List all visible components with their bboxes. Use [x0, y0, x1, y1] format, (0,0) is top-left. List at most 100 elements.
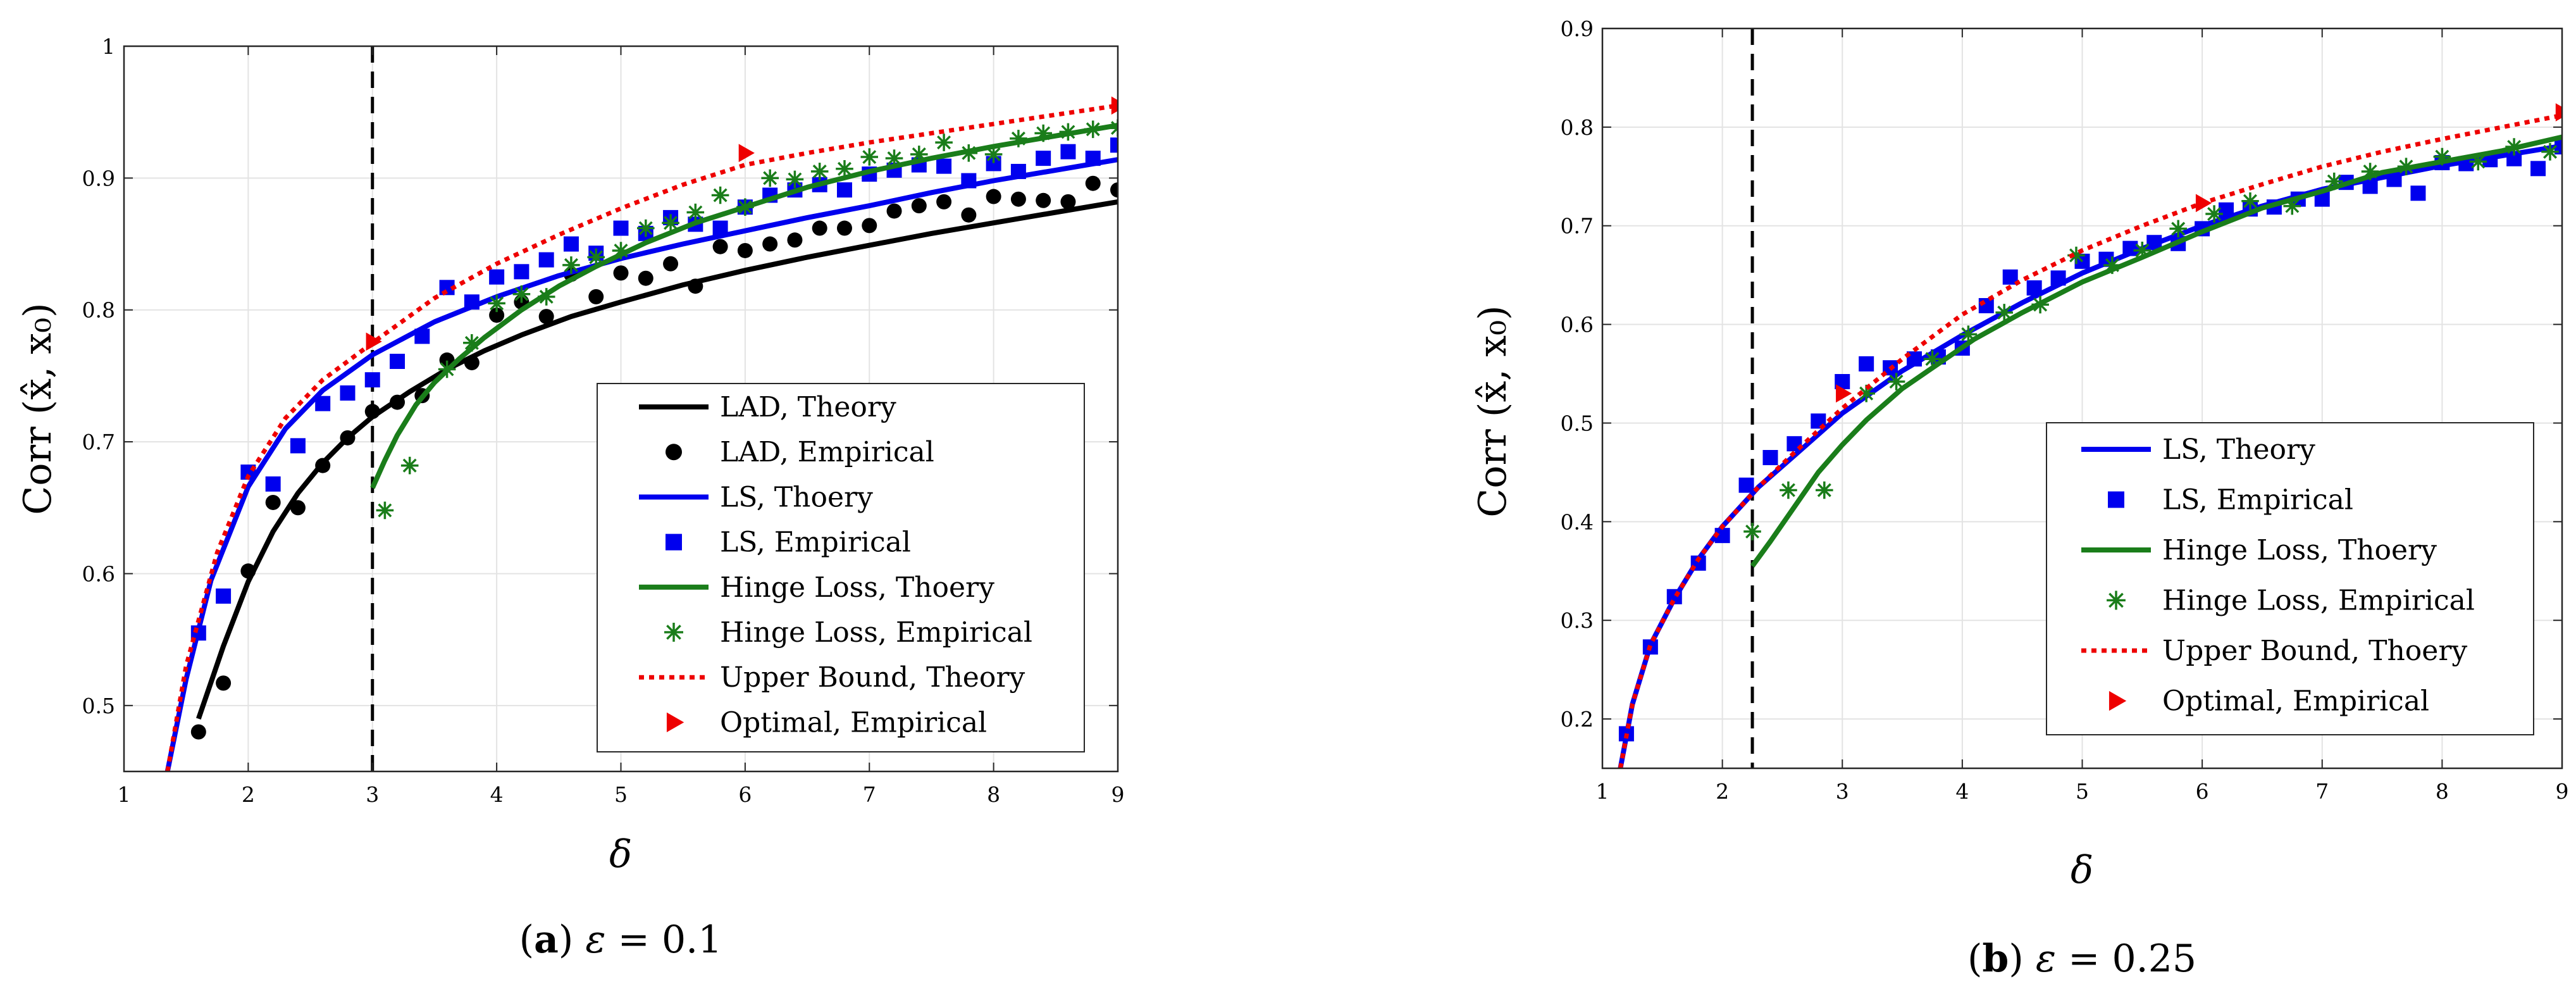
- chart-a-series-1-point-37: [1110, 182, 1118, 198]
- chart-a-series-3-point-30: [936, 158, 952, 174]
- chart-b-series-3-point-2: [1816, 481, 1833, 499]
- chart-a-series-1-point-34: [1036, 192, 1051, 208]
- chart-a-xtick-label-2: 3: [366, 782, 379, 807]
- chart-b-series-1-point-6: [1762, 450, 1778, 466]
- chart-b: 1 2 3 4 5 6 7 8 9 0.2 0.3 0.4 0.5 0.6 0.7 0.8 0.9 δ Corr…: [1471, 16, 2569, 981]
- chart-a-xtick-label-8: 9: [1112, 782, 1125, 807]
- chart-a-series-3-point-15: [563, 236, 579, 252]
- chart-b-xtick-label-0: 1: [1596, 779, 1609, 804]
- chart-b-series-1-point-10: [1859, 356, 1874, 371]
- chart-a-series-5-point-28: [1084, 120, 1102, 139]
- chart-a-series-1-point-24: [787, 232, 803, 248]
- chart-a-series-7-point-2: [1111, 96, 1118, 115]
- chart-a-series-3-point-36: [1085, 151, 1101, 166]
- chart-b-ytick-label-0: 0.2: [1561, 707, 1594, 732]
- chart-b-series-1-point-39: [2554, 139, 2562, 155]
- chart-a-series-1-point-19: [663, 256, 679, 271]
- chart-b-ytick-label-6: 0.8: [1561, 115, 1594, 140]
- chart-b-series-3-point-1: [1780, 481, 1797, 499]
- chart-b-series-3-point-10: [2103, 256, 2121, 274]
- chart-a-series-3-point-5: [315, 396, 331, 411]
- chart-a-series-5-point-27: [1059, 123, 1077, 141]
- chart-b-xtick-label-7: 8: [2436, 779, 2449, 804]
- chart-b-legend-5-label: Optimal, Empirical: [2162, 685, 2429, 718]
- chart-b-series-5-markers: [1836, 103, 2562, 403]
- chart-b-series-3-point-8: [2031, 296, 2049, 314]
- chart-a-series-5-point-5: [512, 285, 531, 303]
- chart-a-legend-5-label: Hinge Loss, Empirical: [720, 616, 1032, 649]
- chart-a-series-3-point-11: [464, 294, 480, 310]
- chart-a-legend-7-label: Optimal, Empirical: [720, 706, 987, 739]
- chart-a-legend-1-swatch: [666, 444, 682, 461]
- chart-a-series-1-point-8: [390, 394, 406, 410]
- chart-b-series-3-point-17: [2361, 163, 2379, 180]
- chart-b-series-1-point-15: [1978, 297, 1994, 313]
- chart-b-legend-1-swatch: [2108, 491, 2124, 508]
- chart-a-xtick-label-7: 8: [987, 782, 1000, 807]
- chart-a-series-3-point-7: [364, 372, 380, 388]
- chart-b-xtick-label-5: 6: [2196, 779, 2209, 804]
- chart-a-series-7-point-0: [366, 332, 382, 351]
- chart-a-series-1-point-32: [986, 189, 1001, 204]
- chart-b-legend-4-label: Upper Bound, Thoery: [2162, 635, 2467, 667]
- chart-a-series-1-point-16: [588, 289, 604, 304]
- chart-b-series-3-point-4: [1887, 373, 1905, 390]
- chart-a-series-1-point-28: [886, 203, 902, 219]
- chart-a-legend-7-swatch: [666, 712, 684, 732]
- chart-a-series-7-point-1: [738, 144, 755, 163]
- chart-b-legend-2-label: Hinge Loss, Thoery: [2162, 534, 2437, 566]
- chart-a-series-5-point-13: [711, 186, 729, 204]
- chart-a-series-5-point-17: [810, 163, 829, 180]
- chart-a-series-1-point-21: [712, 239, 728, 254]
- chart-a-series-3-point-14: [538, 252, 554, 268]
- chart-b-xtick-label-8: 9: [2556, 779, 2569, 804]
- chart-a-series-1-point-25: [812, 220, 827, 236]
- chart-b-series-3-markers: [1743, 138, 2559, 540]
- chart-b-series-3-point-21: [2505, 138, 2523, 156]
- chart-a-series-3-point-34: [1036, 151, 1051, 166]
- chart-b-series-3-point-11: [2133, 241, 2152, 259]
- chart-a-legend-4-label: Hinge Loss, Thoery: [720, 571, 994, 604]
- chart-a-series-4-line: [370, 123, 1118, 489]
- chart-b-series-1-point-21: [2122, 240, 2138, 256]
- chart-a-xtick-label-4: 5: [614, 782, 628, 807]
- chart-a-series-group: [164, 96, 1118, 771]
- chart-b-series-3-point-20: [2469, 153, 2487, 171]
- chart-a-legend-3-label: LS, Empirical: [720, 527, 911, 559]
- chart-a-y-axis-label: Corr (x̂, x₀): [16, 303, 60, 515]
- chart-b-legend-1-label: LS, Empirical: [2162, 484, 2353, 516]
- chart-a-series-1-point-18: [638, 270, 653, 286]
- chart-a-series-5-point-4: [488, 294, 505, 313]
- chart-b-series-1-point-5: [1738, 477, 1754, 493]
- chart-b-ytick-label-2: 0.4: [1561, 509, 1594, 534]
- chart-a-series-3-point-9: [414, 328, 430, 344]
- chart-a-series-1-point-2: [240, 563, 256, 579]
- chart-a-legend-2-label: LS, Thoery: [720, 481, 873, 513]
- chart-a-series-1-point-12: [489, 308, 505, 323]
- chart-a-series-1-point-36: [1085, 175, 1101, 191]
- chart-a-series-1-point-5: [315, 458, 331, 473]
- chart-a-series-5-point-8: [587, 248, 605, 266]
- chart-a-series-3-point-31: [961, 173, 977, 189]
- chart-b-series-1-point-38: [2530, 161, 2546, 177]
- chart-a-legend: LAD, Theory LAD, Empirical LS, Thoery LS, E…: [597, 383, 1085, 752]
- chart-a-series-5-point-15: [761, 169, 779, 187]
- chart-a-series-6-line: [165, 103, 1118, 771]
- chart-a-series-5-point-3: [463, 334, 481, 352]
- chart-a-series-5-point-11: [662, 214, 679, 232]
- chart-a-series-3-point-6: [340, 385, 356, 401]
- chart-a-series-1-point-30: [936, 194, 952, 209]
- chart-a-series-7-markers: [366, 96, 1118, 351]
- chart-a-series-3-point-37: [1110, 137, 1118, 153]
- chart-b-series-group: [1618, 103, 2562, 768]
- chart-b-series-3-point-19: [2433, 147, 2451, 166]
- chart-a-xtick-label-0: 1: [118, 782, 131, 807]
- chart-a-series-3-point-8: [390, 353, 406, 369]
- chart-a-series-1-point-0: [190, 724, 206, 740]
- chart-b-xtick-label-1: 2: [1716, 779, 1729, 804]
- chart-a-ytick-label-1: 0.6: [82, 561, 115, 586]
- chart-a-series-3-point-33: [1010, 163, 1026, 179]
- chart-b-legend-5-swatch: [2108, 690, 2127, 711]
- chart-a-xtick-label-3: 4: [490, 782, 504, 807]
- chart-b-ytick-label-4: 0.6: [1561, 313, 1594, 337]
